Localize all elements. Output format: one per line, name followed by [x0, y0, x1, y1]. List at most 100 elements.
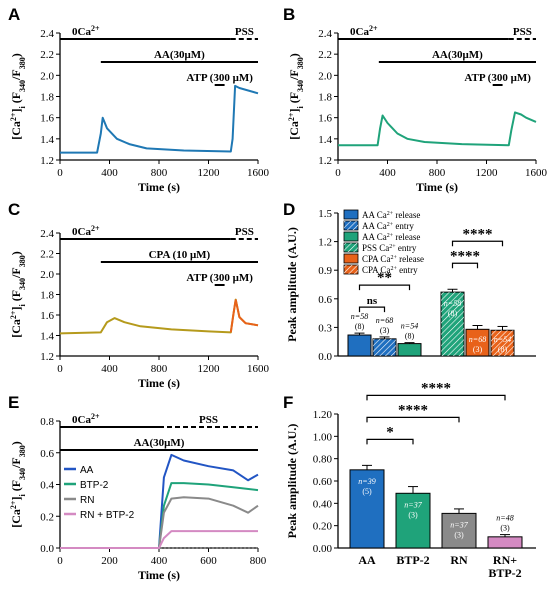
n-label: n=58 [444, 299, 461, 308]
x-tick-label: 1200 [198, 363, 221, 375]
legend-hatch [344, 265, 358, 274]
x-tick-label: 800 [429, 167, 446, 179]
y-tick-label: 0.40 [313, 498, 333, 510]
trace-rn-btp-2 [60, 530, 258, 549]
panel-label: E [8, 393, 19, 412]
y-tick-label: 1.2 [318, 237, 332, 249]
y-tick-label: 0.8 [40, 416, 54, 428]
n-label: n=37 [450, 520, 468, 529]
y-tick-label: 2.4 [40, 228, 54, 240]
y-tick-label: 0.0 [40, 543, 54, 555]
significance-bracket [366, 394, 506, 401]
bar-hatch [373, 338, 396, 356]
y-tick-label: 1.5 [318, 208, 332, 220]
protocol-label: PSS [235, 26, 254, 38]
x-tick-label: 1200 [476, 167, 499, 179]
x-tick-label: 800 [151, 167, 168, 179]
y-tick-label: 0.6 [40, 448, 54, 460]
y-tick-label: 1.4 [40, 134, 54, 146]
y-tick-label: 1.8 [40, 92, 54, 104]
y-tick-label: 2.0 [40, 70, 54, 82]
n-label: (8) [405, 332, 415, 341]
x-tick-label: 200 [101, 555, 118, 567]
x-tick-label: 400 [379, 167, 396, 179]
n-label: (8) [498, 345, 508, 354]
n-label: n=58 [351, 312, 368, 321]
legend-label: AA Ca2+ entry [362, 221, 414, 231]
x-axis-label: Time (s) [138, 376, 180, 390]
protocol-label: PSS [235, 226, 254, 238]
panel-f: F 0.00 0.20 0.40 0.60 0.80 1.00 1.20 Peak amplit… [283, 380, 536, 580]
y-tick-label: 0.4 [40, 480, 54, 492]
n-label: (3) [408, 510, 418, 519]
y-tick-label: 2.2 [318, 49, 332, 61]
n-label: n=54 [401, 322, 418, 331]
x-tick-label: 400 [151, 555, 168, 567]
significance-bracket [451, 262, 479, 269]
n-label: (3) [500, 524, 510, 533]
significance-label: **** [463, 226, 493, 242]
y-tick-label: 1.8 [318, 92, 332, 104]
y-axis-label: [Ca2+]i (F340/F380) [9, 53, 27, 139]
significance-label: ns [367, 295, 378, 307]
x-tick-label: 0 [57, 555, 63, 567]
y-tick-label: 2.2 [40, 249, 54, 261]
y-tick-label: 1.20 [313, 409, 333, 421]
trace-rn [60, 496, 259, 549]
y-axis-label: [Ca2+]i (F340/F380) [9, 251, 27, 337]
panel-a: A 0 400 800 1200 1600 1.2 1.4 1.6 1.8 2.0 2.2 2.4 [Ca… [8, 5, 270, 194]
protocol-label: CPA (10 μM) [149, 249, 211, 261]
y-tick-label: 2.4 [40, 28, 54, 40]
x-tick-label: 1600 [525, 167, 548, 179]
x-tick-label: 0 [335, 167, 341, 179]
protocol-label: 0Ca2+ [72, 224, 100, 239]
legend-label: RN [80, 495, 94, 506]
y-tick-label: 0.80 [313, 454, 333, 466]
x-tick-label: 800 [250, 555, 267, 567]
category-label: BTP-2 [488, 566, 521, 580]
n-label: (3) [380, 326, 390, 335]
y-tick-label: 1.2 [318, 155, 332, 167]
n-label: (8) [448, 309, 458, 318]
y-tick-label: 1.4 [318, 134, 332, 146]
y-tick-label: 0.0 [318, 351, 332, 363]
y-tick-label: 1.6 [40, 310, 54, 322]
protocol-label: AA(30μM) [432, 49, 483, 61]
legend-label: RN + BTP-2 [80, 510, 135, 521]
panel-label: A [8, 5, 20, 24]
bar [347, 334, 372, 357]
y-tick-label: 0.3 [318, 322, 332, 334]
n-label: (5) [362, 487, 372, 496]
significance-bracket [451, 240, 504, 247]
bar [349, 469, 385, 549]
x-tick-label: 0 [57, 363, 63, 375]
y-tick-label: 0.6 [318, 294, 332, 306]
significance-bracket [366, 438, 414, 445]
x-tick-label: 400 [101, 363, 118, 375]
y-tick-label: 1.8 [40, 290, 54, 302]
y-tick-label: 2.4 [318, 28, 332, 40]
legend-hatch [344, 221, 358, 230]
significance-bracket [358, 284, 411, 291]
bar [487, 536, 523, 549]
bar [397, 343, 422, 357]
panel-label: C [8, 200, 20, 219]
category-label: AA [358, 553, 376, 567]
significance-bracket [358, 306, 386, 313]
y-tick-label: 0.2 [40, 511, 54, 523]
legend-label: AA [80, 465, 94, 476]
panel-d: D 0.0 0.3 0.6 0.9 1.2 1.5 Peak amplitude (A.U.)… [283, 200, 536, 363]
significance-label: **** [421, 380, 451, 396]
panel-label: F [283, 393, 293, 412]
x-tick-label: 0 [57, 167, 63, 179]
n-label: (3) [454, 530, 464, 539]
protocol-label: AA(30μM) [154, 49, 205, 61]
y-tick-label: 0.20 [313, 521, 333, 533]
significance-label: **** [450, 248, 480, 264]
x-tick-label: 600 [200, 555, 217, 567]
n-label: n=37 [404, 500, 422, 509]
bar-hatch [441, 292, 464, 356]
protocol-label: 0Ca2+ [72, 412, 100, 427]
y-tick-label: 1.00 [313, 431, 333, 443]
